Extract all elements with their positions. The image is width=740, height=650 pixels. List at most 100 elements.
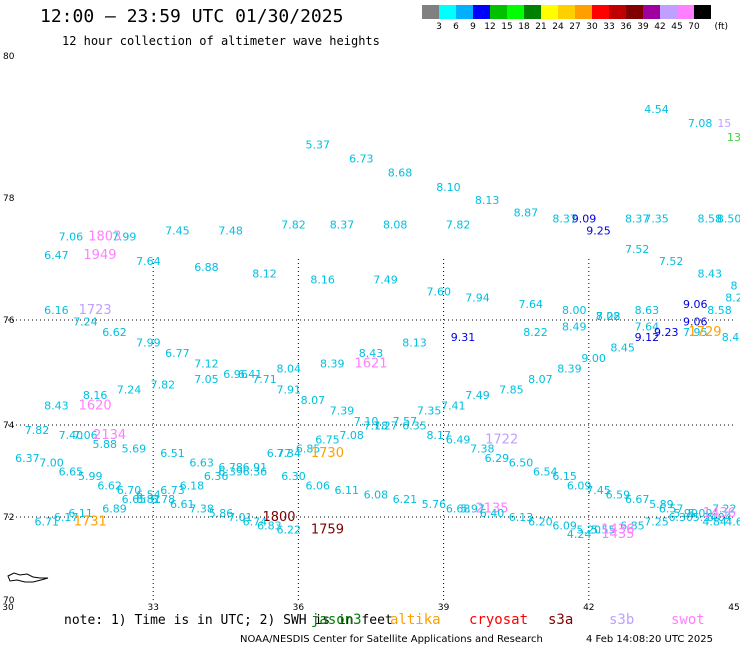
wave-height-value: 7.45	[165, 225, 190, 238]
wave-height-value: 6.88	[194, 261, 219, 274]
wave-height-value: 7.64	[518, 298, 543, 311]
wave-height-value: 8.43	[359, 347, 384, 360]
legend-label: 33	[603, 22, 615, 32]
wave-height-value: 8.58	[707, 304, 732, 317]
wave-height-value: 5.04	[707, 511, 732, 524]
wave-height-value: 6.68	[446, 502, 471, 515]
lat-lon-grid	[8, 259, 734, 600]
wave-height-value: 6.89	[102, 502, 127, 515]
legend-swatch	[490, 5, 507, 19]
wave-height-value: 7.48	[218, 225, 243, 238]
wave-height-value: 7.01	[228, 511, 253, 524]
wave-height-value: 6.18	[180, 479, 205, 492]
wave-height-value: 8.37	[625, 212, 650, 225]
wave-height-value: 8.07	[528, 373, 553, 386]
wave-height-value: 9.06	[683, 315, 708, 328]
legend-swatch	[456, 5, 473, 19]
legend-swatch	[439, 5, 456, 19]
legend-swatch	[592, 5, 609, 19]
wave-height-value: 6.63	[189, 456, 214, 469]
y-tick-label: 78	[3, 194, 15, 204]
wave-height-value: 8.22	[523, 326, 548, 339]
pass-time-label: 1722	[485, 432, 518, 447]
wave-height-value: 6.50	[509, 456, 534, 469]
wave-height-value: 8.49	[562, 321, 587, 334]
wave-height-value: 6.77	[267, 447, 292, 460]
wave-height-value: 6.36	[243, 466, 268, 479]
legend-swatch	[422, 5, 439, 19]
wave-height-value: 7.34	[276, 447, 301, 460]
wave-height-value: 6.83	[257, 519, 282, 532]
pass-time-label: 1949	[83, 248, 116, 263]
wave-height-value: 9.06	[683, 298, 708, 311]
pass-time-label: 2135	[475, 501, 508, 516]
wave-height-value: 6.17	[54, 511, 79, 524]
wave-height-value: 7.99	[112, 231, 137, 244]
wave-height-value: 6.65	[122, 493, 147, 506]
wave-height-value: 6.15	[552, 470, 577, 483]
x-tick-label: 33	[147, 603, 158, 613]
wave-height-value: 6.39	[218, 466, 243, 479]
wave-height-value: 6.36	[204, 470, 229, 483]
satellite-label-jason3: jason3	[311, 612, 362, 628]
legend-label: 9	[470, 22, 476, 32]
wave-height-value: 7.25	[644, 515, 669, 528]
wave-height-value: 8.16	[310, 273, 335, 286]
wave-height-value: 8.50	[717, 212, 740, 225]
wave-height-value: 6.96	[223, 368, 248, 381]
legend-swatch	[677, 5, 694, 19]
wave-height-value: 5.97	[460, 502, 485, 515]
legend-label: 45	[671, 22, 683, 32]
wave-height-value: 6.62	[97, 479, 122, 492]
wave-height-value: 6.61	[170, 498, 195, 511]
wave-height-value: 6.49	[446, 433, 471, 446]
wave-height-value: 7.06	[59, 231, 84, 244]
legend-label: 27	[569, 22, 581, 32]
wave-height-value: 9.31	[451, 331, 476, 344]
wave-height-value: 7.60	[427, 286, 452, 299]
wave-height-value: 8.39	[557, 363, 582, 376]
wave-height-value: 7.10	[354, 415, 379, 428]
wave-height-value: 6.11	[68, 507, 93, 520]
wave-height-value: 9.09	[572, 212, 597, 225]
wave-height-value: 5.89	[649, 498, 674, 511]
satellite-label-s3b: s3b	[609, 612, 635, 628]
x-tick-label: 36	[293, 603, 305, 613]
map-subtitle: 12 hour collection of altimeter wave hei…	[62, 34, 380, 48]
legend-swatch	[541, 5, 558, 19]
wave-height-value: 7.45	[586, 484, 611, 497]
wave-height-value: 8.00	[562, 304, 587, 317]
wave-height-value: 5.20	[577, 524, 602, 537]
pass-time-label: 1731	[74, 514, 107, 529]
legend-label: 3	[436, 22, 442, 32]
wave-height-value: 8	[731, 280, 738, 293]
color-legend: (ft) 3 6 9 12 15 18 21 24 27 30 33 36 39 42 45 70	[422, 5, 728, 35]
wave-height-value: 6.51	[160, 447, 185, 460]
wave-height-value: 4.6	[725, 515, 740, 528]
wave-height-value: 7.41	[441, 399, 466, 412]
satellite-label-altika: altika	[390, 612, 441, 628]
wave-height-value: 7.05	[194, 373, 219, 386]
wave-height-value: 8.13	[475, 194, 500, 207]
wave-height-value: 7.12	[194, 357, 219, 370]
wave-height-value: 6.74	[243, 515, 268, 528]
wave-height-value: 5.00	[688, 507, 713, 520]
wave-height-value: 8.17	[427, 429, 452, 442]
pass-time-label: 1435	[601, 527, 634, 542]
wave-height-value: 6.57	[659, 502, 684, 515]
legend-swatch	[524, 5, 541, 19]
wave-height-value: 8.68	[388, 167, 413, 180]
wave-height-value: 6.54	[533, 466, 558, 479]
x-tick-label: 42	[583, 603, 594, 613]
wave-height-value: 8.45	[610, 342, 635, 355]
wave-height-value: 6.85	[296, 443, 321, 456]
legend-swatch	[660, 5, 677, 19]
wave-height-value: 7.49	[373, 273, 398, 286]
legend-label: 39	[637, 22, 649, 32]
x-tick-label: 45	[728, 603, 739, 613]
pass-time-label: 1436	[703, 506, 736, 521]
wave-height-value: 8.43	[44, 399, 69, 412]
wave-height-value: 8.63	[635, 304, 660, 317]
wave-height-value: 6.35	[402, 420, 427, 433]
